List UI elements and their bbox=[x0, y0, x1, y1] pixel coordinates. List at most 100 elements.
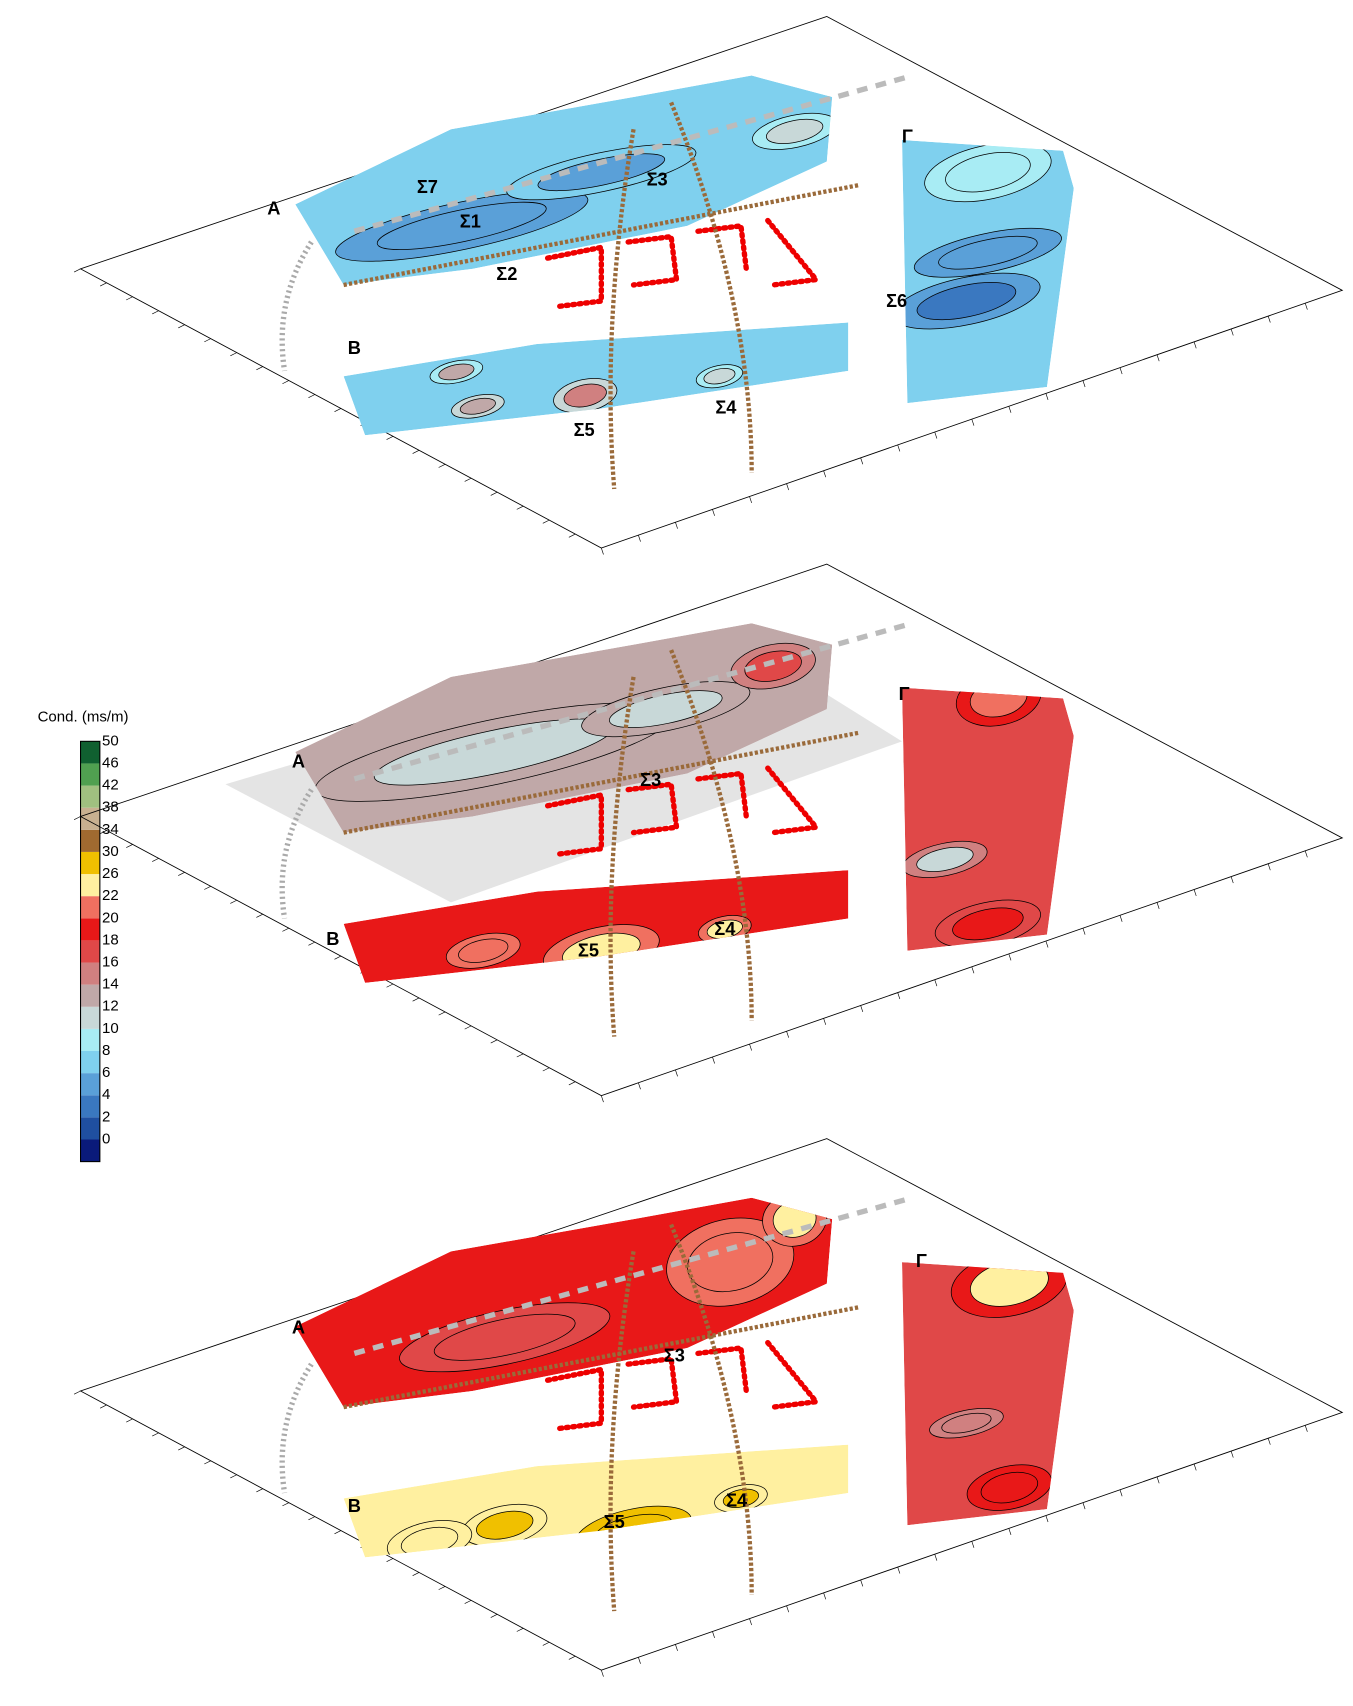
area-label: B bbox=[326, 928, 339, 949]
axis-tick bbox=[543, 1642, 549, 1645]
axis-tick bbox=[465, 478, 471, 481]
axis-tick bbox=[1120, 368, 1122, 374]
axis-tick bbox=[204, 1461, 210, 1464]
axis-tick bbox=[1305, 303, 1307, 309]
area-label: A bbox=[292, 1317, 305, 1338]
axis-tick bbox=[824, 1593, 826, 1599]
axis-tick bbox=[569, 1082, 575, 1085]
axis-tick bbox=[152, 311, 158, 314]
legend-swatch bbox=[81, 985, 100, 1007]
axis-tick bbox=[824, 471, 826, 477]
legend-swatch bbox=[81, 763, 100, 785]
axis-tick bbox=[491, 1040, 497, 1043]
legend-swatch bbox=[81, 1007, 100, 1029]
legend-tick-label: 16 bbox=[102, 953, 119, 970]
axis-tick bbox=[308, 1517, 314, 1520]
axis-tick bbox=[74, 1391, 80, 1394]
axis-tick bbox=[750, 1619, 752, 1625]
axis-tick bbox=[1194, 1464, 1196, 1470]
axis-tick bbox=[282, 381, 288, 384]
axis-tick bbox=[638, 535, 640, 541]
axis-tick bbox=[787, 1606, 789, 1612]
axis-tick bbox=[465, 1026, 471, 1029]
axis-tick bbox=[256, 1489, 262, 1492]
axis-tick bbox=[1120, 915, 1122, 921]
legend-swatch bbox=[81, 1139, 100, 1161]
axis-tick bbox=[178, 325, 184, 328]
legend-swatch bbox=[81, 1117, 100, 1139]
area-label: Σ5 bbox=[604, 1511, 625, 1532]
axis-tick bbox=[74, 269, 80, 272]
axis-tick bbox=[1157, 355, 1159, 361]
axis-tick bbox=[638, 1657, 640, 1663]
axis-tick bbox=[387, 1558, 393, 1561]
axis-tick bbox=[601, 548, 603, 554]
axis-tick bbox=[861, 458, 863, 464]
structure-outline bbox=[628, 237, 676, 285]
axis-tick bbox=[1305, 851, 1307, 857]
axis-tick bbox=[1231, 877, 1233, 883]
axis-tick bbox=[712, 509, 714, 515]
gray-path bbox=[282, 242, 311, 371]
legend-tick-label: 30 bbox=[102, 843, 119, 860]
axis-tick bbox=[126, 844, 132, 847]
axis-tick bbox=[1046, 393, 1048, 399]
legend-swatch bbox=[81, 874, 100, 896]
axis-tick bbox=[543, 1068, 549, 1071]
legend-swatch bbox=[81, 940, 100, 962]
axis-tick bbox=[898, 445, 900, 451]
structure-outline bbox=[768, 1343, 816, 1407]
area-label: A bbox=[292, 751, 305, 772]
area-label: B bbox=[348, 337, 361, 358]
area-label: Σ7 bbox=[417, 176, 438, 197]
survey-area bbox=[344, 323, 849, 436]
axis-tick bbox=[898, 993, 900, 999]
axis-tick bbox=[1120, 1490, 1122, 1496]
axis-tick bbox=[1083, 928, 1085, 934]
axis-tick bbox=[100, 1405, 106, 1408]
axis-tick bbox=[1268, 1438, 1270, 1444]
axis-tick bbox=[1046, 1516, 1048, 1522]
axis-tick bbox=[308, 394, 314, 397]
legend-swatch bbox=[81, 896, 100, 918]
area-label: Γ bbox=[916, 1250, 927, 1271]
gray-path bbox=[282, 1364, 311, 1493]
area-label: B bbox=[348, 1495, 361, 1516]
legend-tick-label: 2 bbox=[102, 1108, 110, 1125]
legend-tick-label: 50 bbox=[102, 732, 119, 749]
axis-tick bbox=[1194, 342, 1196, 348]
axis-tick bbox=[675, 1070, 677, 1076]
axis-tick bbox=[1083, 381, 1085, 387]
axis-tick bbox=[1194, 890, 1196, 896]
axis-tick bbox=[935, 1554, 937, 1560]
legend-tick-label: 26 bbox=[102, 865, 119, 882]
axis-tick bbox=[282, 928, 288, 931]
legend-tick-label: 10 bbox=[102, 1020, 119, 1037]
legend-swatch bbox=[81, 1051, 100, 1073]
axis-tick bbox=[972, 419, 974, 425]
axis-tick bbox=[465, 1600, 471, 1603]
axis-tick bbox=[126, 1419, 132, 1422]
axis-tick bbox=[1009, 954, 1011, 960]
axis-tick bbox=[152, 1433, 158, 1436]
axis-tick bbox=[282, 1503, 288, 1506]
area-label: Σ2 bbox=[496, 263, 517, 284]
axis-tick bbox=[1157, 902, 1159, 908]
axis-tick bbox=[517, 1054, 523, 1057]
axis-tick bbox=[1046, 941, 1048, 947]
axis-tick bbox=[74, 816, 80, 819]
axis-tick bbox=[675, 1644, 677, 1650]
structure-outline bbox=[628, 1359, 676, 1407]
legend-swatch bbox=[81, 786, 100, 808]
area-fill bbox=[344, 870, 849, 983]
legend-tick-label: 14 bbox=[102, 976, 119, 993]
axis-tick bbox=[1009, 1528, 1011, 1534]
legend-tick-label: 22 bbox=[102, 887, 119, 904]
axis-tick bbox=[569, 1656, 575, 1659]
axis-tick bbox=[861, 1005, 863, 1011]
axis-tick bbox=[334, 1531, 340, 1534]
axis-tick bbox=[750, 1044, 752, 1050]
structure-outline bbox=[768, 221, 816, 285]
legend-tick-label: 42 bbox=[102, 777, 119, 794]
